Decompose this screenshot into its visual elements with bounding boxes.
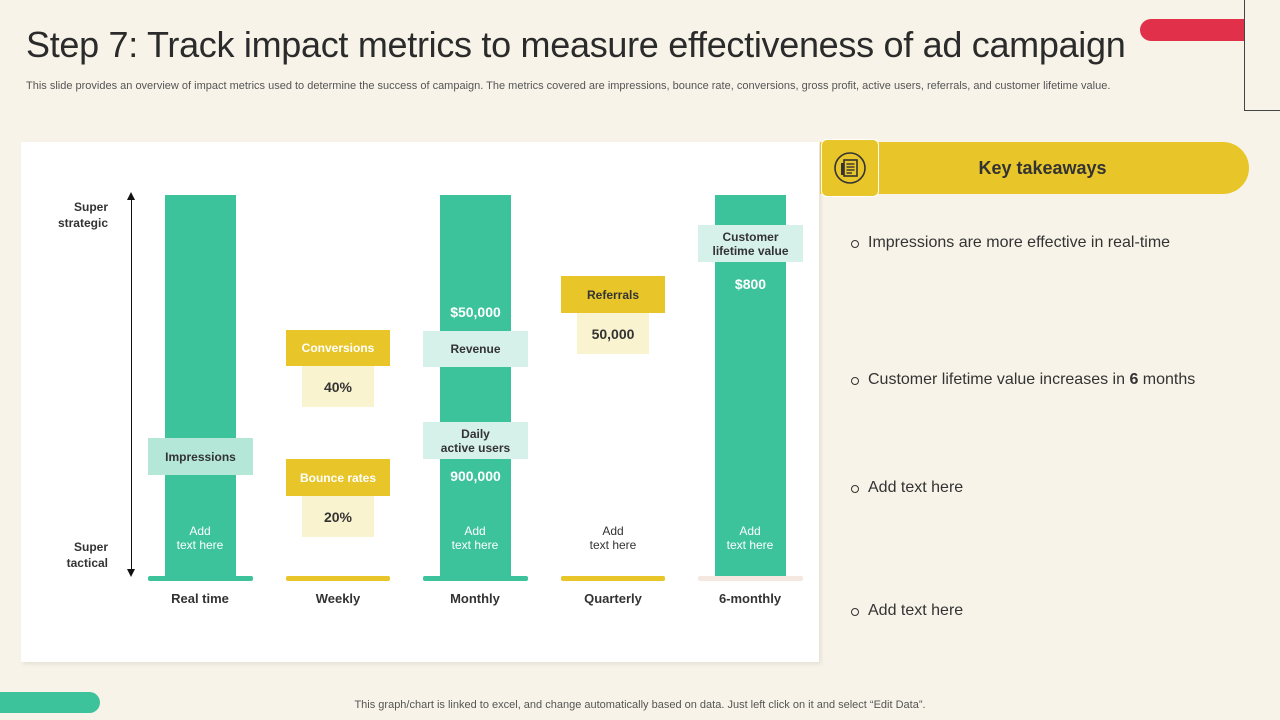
sixmonthly-add-text: Add text here <box>700 524 800 552</box>
page-subtitle: This slide provides an overview of impac… <box>26 80 1111 92</box>
chart-panel <box>21 142 819 662</box>
axis-bottom-label: Super tactical <box>48 539 108 571</box>
bullet-circle-icon <box>851 377 859 385</box>
bounce-rates-value: 20% <box>302 496 374 537</box>
takeaway-item-4-text: Add text here <box>868 602 964 619</box>
axis-top-label: Super strategic <box>48 199 108 231</box>
quarterly-base <box>561 576 665 581</box>
takeaway-item-3-text: Add text here <box>868 479 964 496</box>
axis-bottom-label-line2: tactical <box>66 556 108 570</box>
takeaway-item-1: Impressions are more effective in real-t… <box>851 234 1170 252</box>
sixmonthly-base <box>698 576 803 581</box>
bullet-circle-icon <box>851 485 859 493</box>
customer-lifetime-value-chip: Customer lifetime value <box>698 225 803 262</box>
axis-top-label-line1: Super <box>73 200 108 214</box>
referrals-value: 50,000 <box>577 313 649 354</box>
takeaway-item-1-text: Impressions are more effective in real-t… <box>868 234 1171 251</box>
col-label-monthly: Monthly <box>450 591 500 606</box>
col-label-weekly: Weekly <box>315 591 361 606</box>
customer-lifetime-value-value: $800 <box>734 276 767 292</box>
realtime-add-text: Add text here <box>150 524 250 552</box>
conversions-value: 40% <box>302 366 374 407</box>
quarterly-add-text: Add text here <box>563 524 663 552</box>
teal-accent-pill <box>0 692 100 713</box>
revenue-value: $50,000 <box>450 304 501 320</box>
daily-active-users-value: 900,000 <box>450 468 501 484</box>
impressions-chip: Impressions <box>148 438 253 475</box>
realtime-add-line2: text here <box>176 538 224 552</box>
bounce-rates-chip: Bounce rates <box>286 459 390 496</box>
monthly-add-line1: Add <box>464 524 486 538</box>
quarterly-add-line1: Add <box>602 524 624 538</box>
realtime-bar <box>165 195 236 578</box>
key-takeaways-title: Key takeaways <box>978 157 1107 178</box>
quarterly-add-line2: text here <box>589 538 637 552</box>
takeaway-item-2-prefix: Customer lifetime value increases in <box>868 371 1130 388</box>
document-list-icon <box>834 152 866 184</box>
takeaway-item-2-suffix: months <box>1138 371 1196 388</box>
vertical-axis-line <box>131 198 132 570</box>
sixmonthly-add-line1: Add <box>739 524 761 538</box>
dau-line2: active users <box>440 440 511 455</box>
axis-arrow-down-icon <box>127 569 135 577</box>
bullet-circle-icon <box>851 608 859 616</box>
monthly-add-text: Add text here <box>425 524 525 552</box>
axis-bottom-label-line1: Super <box>73 540 108 554</box>
col-label-realtime: Real time <box>171 591 229 606</box>
key-takeaways-header-bar <box>820 142 1249 194</box>
col-label-sixmonthly: 6-monthly <box>718 591 782 606</box>
sixmonthly-add-line2: text here <box>726 538 774 552</box>
referrals-chip: Referrals <box>561 276 665 313</box>
realtime-base <box>148 576 253 581</box>
takeaway-item-2: Customer lifetime value increases in 6 m… <box>851 371 1195 389</box>
axis-arrow-up-icon <box>127 192 135 200</box>
monthly-bar <box>440 195 511 578</box>
dau-line1: Daily <box>461 426 490 441</box>
conversions-chip: Conversions <box>286 330 390 366</box>
revenue-chip: Revenue <box>423 331 528 367</box>
clv-line2: lifetime value <box>712 243 789 258</box>
weekly-base <box>286 576 390 581</box>
monthly-base <box>423 576 528 581</box>
footer-note: This graph/chart is linked to excel, and… <box>354 699 926 711</box>
takeaway-item-4: Add text here <box>851 602 963 620</box>
key-takeaways-icon-box <box>821 139 879 197</box>
clv-line1: Customer <box>722 229 779 244</box>
corner-outline-box <box>1244 0 1280 111</box>
daily-active-users-chip: Daily active users <box>423 422 528 459</box>
col-label-quarterly: Quarterly <box>584 591 642 606</box>
takeaway-item-2-bold: 6 <box>1129 371 1139 388</box>
page-title: Step 7: Track impact metrics to measure … <box>26 24 1126 65</box>
axis-top-label-line2: strategic <box>57 216 108 230</box>
monthly-add-line2: text here <box>451 538 499 552</box>
bullet-circle-icon <box>851 240 859 248</box>
realtime-add-line1: Add <box>189 524 211 538</box>
red-accent-bar <box>1140 19 1276 41</box>
takeaway-item-3: Add text here <box>851 479 963 497</box>
